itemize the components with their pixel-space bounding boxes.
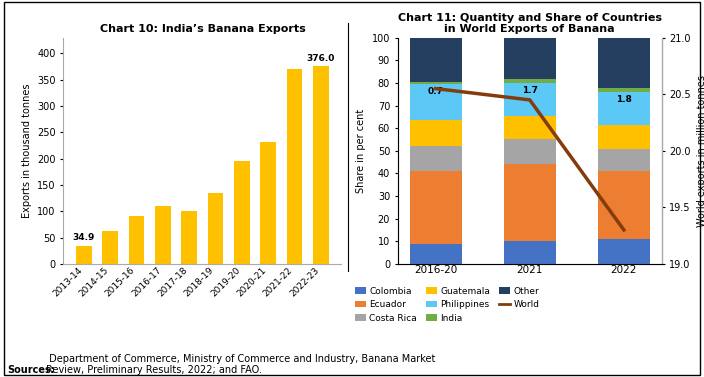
Y-axis label: Share in per cent: Share in per cent [356, 109, 366, 193]
Bar [598, 171, 650, 239]
Title: Chart 10: India’s Banana Exports: Chart 10: India’s Banana Exports [99, 24, 306, 34]
Bar [410, 38, 462, 83]
Bar [504, 139, 555, 164]
Bar [76, 245, 92, 264]
Bar [410, 146, 462, 171]
Bar [598, 88, 650, 92]
Bar [287, 69, 303, 264]
Text: 34.9: 34.9 [73, 233, 95, 242]
Bar [504, 83, 555, 116]
Bar [155, 206, 171, 264]
Text: Sources:: Sources: [7, 365, 55, 375]
Bar [410, 120, 462, 146]
Bar [102, 231, 118, 264]
Bar [504, 79, 555, 83]
Bar [234, 161, 250, 264]
Bar [504, 38, 555, 79]
Text: Department of Commerce, Ministry of Commerce and Industry, Banana Market
Review,: Department of Commerce, Ministry of Comm… [46, 354, 435, 375]
Bar [598, 125, 650, 149]
Title: Chart 11: Quantity and Share of Countries
in World Exports of Banana: Chart 11: Quantity and Share of Countrie… [398, 12, 662, 34]
Bar [504, 241, 555, 264]
Bar [598, 92, 650, 125]
Bar [410, 83, 462, 84]
Bar [504, 116, 555, 139]
Bar [410, 84, 462, 120]
Text: 376.0: 376.0 [307, 54, 335, 63]
Bar [598, 239, 650, 264]
Legend: Colombia, Ecuador, Costa Rica, Guatemala, Philippines, India, Other, World: Colombia, Ecuador, Costa Rica, Guatemala… [355, 287, 540, 323]
Bar [598, 149, 650, 171]
Bar [313, 66, 329, 264]
Text: 1.8: 1.8 [616, 95, 631, 104]
Bar [410, 171, 462, 244]
Text: 0.7: 0.7 [428, 87, 444, 97]
Bar [410, 244, 462, 264]
Bar [208, 193, 223, 264]
Bar [504, 164, 555, 241]
Bar [260, 142, 276, 264]
Bar [598, 38, 650, 88]
Text: 1.7: 1.7 [522, 86, 538, 95]
Bar [182, 211, 197, 264]
Y-axis label: Exports in thousand tonnes: Exports in thousand tonnes [22, 84, 32, 218]
Bar [129, 216, 144, 264]
Y-axis label: World exports in million tonnes: World exports in million tonnes [696, 75, 704, 227]
